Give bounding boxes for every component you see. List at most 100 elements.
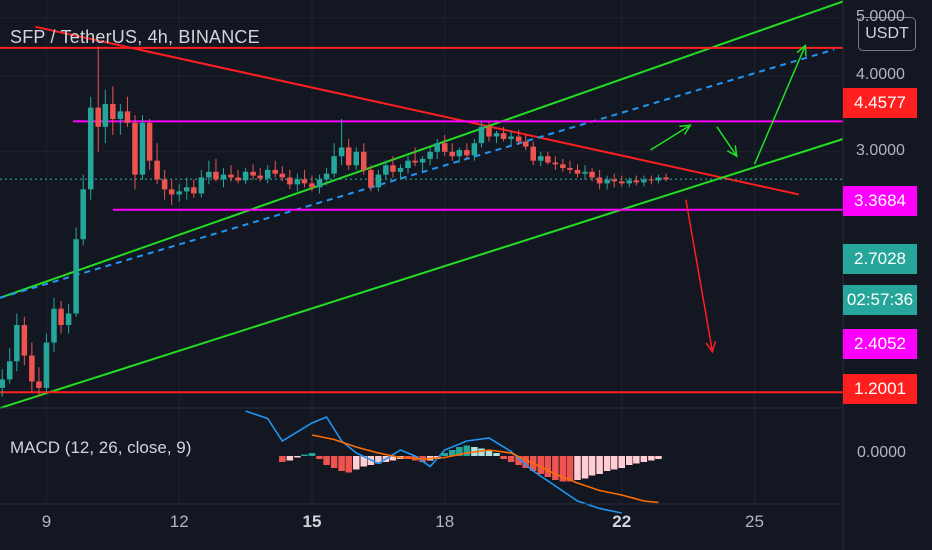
- candle-body: [80, 189, 86, 240]
- candle: [117, 103, 124, 135]
- candle: [604, 175, 610, 190]
- candle: [375, 169, 382, 192]
- bullish-arrow-up-2[interactable]: [753, 43, 807, 165]
- candle: [353, 147, 359, 170]
- candle: [21, 316, 28, 366]
- symbol-title[interactable]: SFP / TetherUS, 4h, BINANCE: [10, 27, 260, 47]
- candle-body: [117, 111, 124, 119]
- bearish-arrow-down[interactable]: [685, 199, 717, 354]
- candle: [139, 115, 146, 180]
- candle: [0, 369, 5, 397]
- candle: [522, 134, 529, 151]
- candle: [287, 169, 293, 190]
- macd-histogram-bar: [537, 456, 545, 474]
- channel-midline[interactable]: [0, 48, 835, 299]
- descending-trendline[interactable]: [35, 25, 799, 196]
- macd-histogram-bar: [463, 445, 471, 456]
- candle-body: [102, 103, 109, 127]
- macd-histogram-bar: [507, 456, 515, 462]
- candle: [6, 348, 13, 384]
- candle-body: [235, 177, 241, 181]
- macd-histogram-bar: [559, 456, 567, 482]
- macd-histogram-bar: [308, 453, 316, 456]
- candle-body: [206, 171, 212, 178]
- candle-body: [508, 136, 514, 139]
- candle: [515, 129, 522, 145]
- macd-histogram-bar: [581, 456, 589, 479]
- candle: [537, 151, 544, 167]
- candle-body: [537, 156, 544, 161]
- candle: [264, 165, 271, 184]
- macd-histogram-bar: [596, 456, 603, 474]
- candle-body: [73, 239, 79, 314]
- macd-histogram-bar: [478, 448, 485, 456]
- candle: [206, 160, 212, 185]
- arrow-shaft: [650, 124, 691, 151]
- candle: [478, 121, 485, 148]
- macd-histogram-bar: [515, 456, 522, 465]
- candle: [228, 165, 234, 182]
- arrow-shaft: [753, 45, 807, 165]
- arrow-head: [726, 145, 738, 158]
- candle-body: [154, 160, 160, 180]
- candle-body: [530, 146, 536, 161]
- candle: [29, 342, 35, 393]
- candle-body: [412, 160, 418, 163]
- candle: [146, 118, 153, 170]
- candle-body: [6, 361, 13, 380]
- candle: [331, 143, 337, 178]
- resistance-price-label: 4.4577: [843, 88, 917, 118]
- candle: [176, 184, 182, 202]
- candle-body: [146, 122, 153, 161]
- candle: [493, 130, 500, 144]
- candle-body: [198, 177, 205, 194]
- candle-body: [596, 177, 603, 184]
- candle: [168, 179, 175, 205]
- macd-histogram-bar: [441, 453, 448, 456]
- candle-body: [663, 177, 669, 180]
- macd-histogram-bar: [294, 456, 301, 458]
- channel-upper-line[interactable]: [0, 0, 844, 299]
- candle: [434, 138, 440, 159]
- projection-arrows[interactable]: [650, 43, 807, 354]
- macd-histogram-bar: [574, 456, 581, 480]
- candle: [626, 177, 633, 188]
- candle-body: [633, 180, 640, 183]
- bullish-arrow-up-1[interactable]: [650, 124, 692, 151]
- candle: [183, 177, 190, 200]
- candle-body: [618, 181, 625, 184]
- candle-body: [294, 179, 301, 185]
- candle: [191, 179, 197, 198]
- range-top-price-label: 3.3684: [843, 186, 917, 216]
- candle: [582, 165, 588, 180]
- candle-body: [493, 133, 500, 137]
- macd-histogram-bar: [485, 450, 493, 456]
- macd-histogram-bar: [603, 456, 611, 471]
- currency-button[interactable]: USDT: [858, 17, 916, 51]
- candle-body: [397, 168, 404, 172]
- time-tick: 22: [612, 512, 632, 531]
- time-tick: 18: [435, 512, 455, 531]
- trend-drawings[interactable]: [0, 0, 844, 409]
- macd-histogram-bar: [316, 456, 323, 459]
- bullish-arrow-down[interactable]: [716, 126, 738, 158]
- macd-histogram-bar: [448, 450, 456, 456]
- channel-lower-line[interactable]: [0, 138, 844, 409]
- candle-body: [611, 179, 617, 182]
- candle-body: [132, 122, 138, 175]
- candle-body: [464, 150, 470, 156]
- price-tick: 4.0000: [856, 66, 905, 84]
- candle: [110, 86, 116, 135]
- macd-indicator-label[interactable]: MACD (12, 26, close, 9): [10, 438, 192, 457]
- candle-body: [338, 147, 345, 157]
- macd-histogram-bar: [522, 456, 529, 468]
- candle-body: [65, 313, 72, 326]
- macd-histogram-bar: [610, 456, 618, 470]
- candle: [419, 156, 426, 172]
- candle: [596, 169, 603, 190]
- candle-body: [427, 151, 433, 159]
- candle: [338, 118, 345, 166]
- candle: [73, 227, 79, 317]
- candle-body: [434, 143, 440, 152]
